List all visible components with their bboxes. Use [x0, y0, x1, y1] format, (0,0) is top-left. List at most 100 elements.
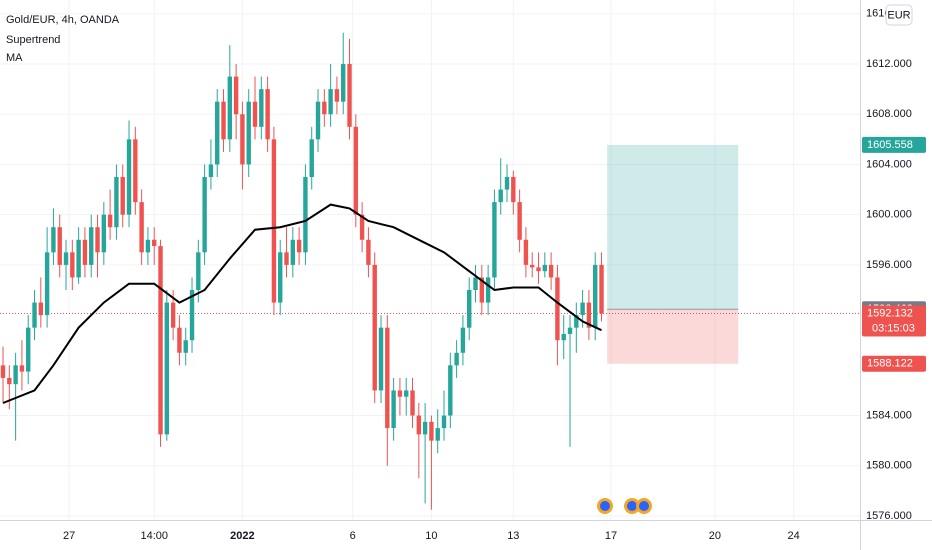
stop-badge-label: 1588.122: [867, 358, 913, 370]
candle-body: [504, 177, 510, 190]
candle-body: [51, 227, 56, 253]
candle-body: [460, 327, 466, 353]
x-tick-label: 2022: [230, 530, 254, 542]
x-tick-label: 6: [350, 530, 356, 542]
candle-body: [536, 267, 541, 272]
y-tick-label: 1584.000: [866, 409, 912, 421]
candle-body: [246, 101, 251, 165]
candle-body: [599, 264, 604, 314]
candle-body: [126, 139, 132, 215]
candle-body: [315, 101, 321, 140]
ma-line: [2, 203, 602, 404]
candle-body: [574, 315, 579, 328]
x-tick-label: 24: [788, 530, 800, 542]
y-tick-label: 1608.000: [866, 108, 912, 120]
candle-body: [114, 177, 119, 228]
currency-label[interactable]: EUR: [887, 9, 910, 21]
candle-body: [133, 139, 138, 203]
candle-body: [202, 177, 207, 253]
event-icon[interactable]: [627, 501, 637, 511]
candle-body: [63, 252, 69, 265]
candle-body: [366, 239, 371, 265]
candle-body: [7, 377, 12, 385]
loss-zone: [607, 309, 739, 364]
chart-title: Gold/EUR, 4h, OANDA: [6, 14, 120, 26]
candle-body: [542, 264, 548, 272]
candle-body: [101, 214, 107, 253]
candle-body: [435, 428, 440, 441]
candle-body: [120, 177, 125, 215]
candle-body: [322, 101, 327, 115]
candle-body: [548, 264, 554, 278]
candle-body: [189, 290, 195, 341]
candle-body: [259, 89, 264, 127]
x-tick-label: 17: [605, 530, 617, 542]
candle-body: [252, 101, 258, 127]
candle-body: [410, 390, 415, 416]
y-tick-label: 1580.000: [866, 460, 912, 472]
candle-body: [372, 264, 377, 391]
y-tick-label: 1604.000: [866, 158, 912, 170]
x-tick-label: 27: [63, 530, 75, 542]
candle-body: [473, 277, 478, 291]
candle-body: [233, 76, 239, 115]
x-tick-label: 20: [709, 530, 721, 542]
candle-body: [70, 252, 75, 278]
candle-body: [278, 252, 283, 303]
candle-body: [227, 76, 233, 140]
candle-body: [177, 327, 182, 353]
last-price-badge: [862, 305, 926, 337]
candle-body: [19, 365, 25, 372]
y-tick-label: 1612.000: [866, 58, 912, 70]
candle-body: [593, 264, 598, 328]
candle-body: [152, 239, 157, 247]
candle-body: [290, 239, 296, 265]
candle-body: [240, 114, 245, 165]
x-tick-label: 10: [425, 530, 437, 542]
currency-button[interactable]: [885, 4, 913, 26]
candle-body: [555, 277, 560, 341]
candle-body: [353, 126, 359, 215]
candle-body: [511, 177, 516, 203]
candle-body: [265, 89, 270, 140]
y-tick-label: 1600.000: [866, 209, 912, 221]
candle-body: [271, 139, 277, 303]
candle-body: [82, 239, 88, 265]
countdown-label: 03:15:03: [872, 322, 915, 334]
candle-body: [454, 352, 459, 366]
candle-body: [170, 302, 176, 328]
candle-body: [208, 164, 214, 178]
candle-body: [215, 101, 220, 165]
candle-body: [284, 252, 289, 265]
candle-body: [416, 415, 422, 435]
candle-body: [334, 89, 340, 102]
event-icon[interactable]: [600, 501, 610, 511]
candle-body: [378, 327, 384, 391]
event-icon[interactable]: [639, 501, 649, 511]
event-icons[interactable]: [597, 498, 652, 514]
candle-body: [38, 302, 44, 316]
candle-body: [517, 202, 522, 240]
x-tick-label: 14:00: [140, 530, 168, 542]
candle-body: [479, 277, 485, 303]
target-badge-label: 1605.558: [867, 139, 913, 151]
candle-body: [0, 365, 6, 378]
candle-body: [441, 415, 447, 429]
candle-body: [158, 246, 163, 435]
candle-body: [429, 421, 434, 441]
profit-zone: [607, 144, 739, 310]
indicator-label: MA: [6, 52, 23, 64]
candle-body: [95, 227, 100, 253]
candle-body: [145, 239, 151, 253]
candle-body: [296, 239, 302, 253]
indicator-label: Supertrend: [6, 34, 60, 46]
x-tick-label: 13: [507, 530, 519, 542]
candle-body: [404, 390, 409, 397]
candle-body: [309, 139, 314, 178]
target-badge: [862, 136, 926, 153]
candle-body: [485, 277, 491, 303]
candle-body: [422, 421, 428, 435]
candle-body: [164, 302, 170, 435]
